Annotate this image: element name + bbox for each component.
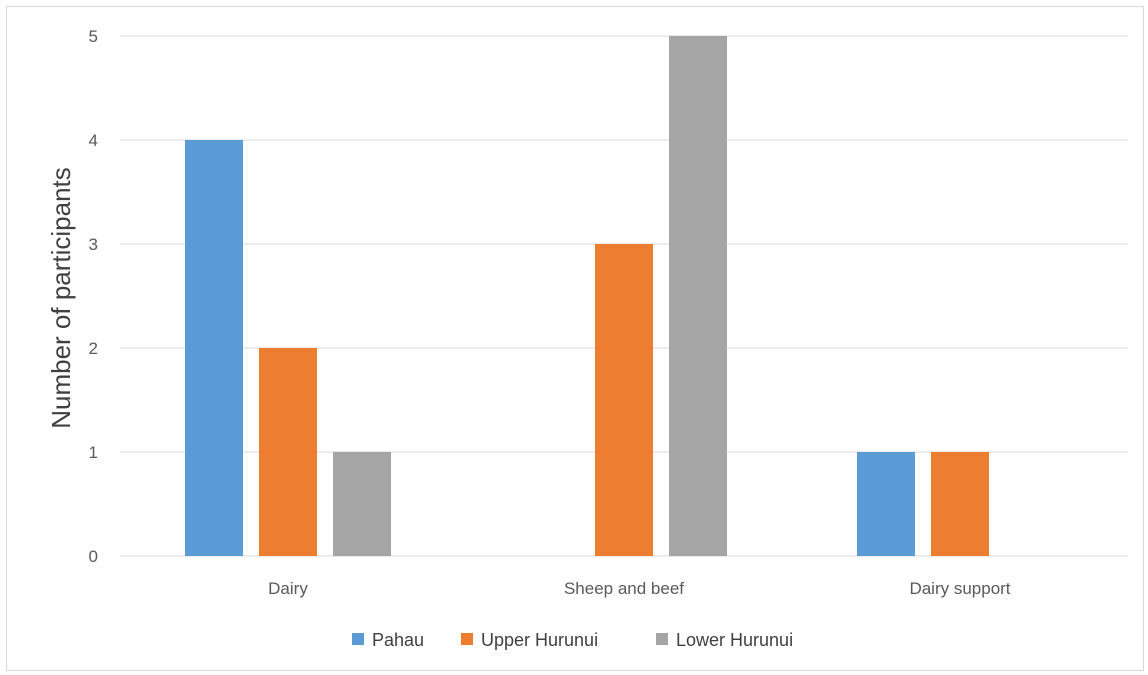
x-tick-label: Sheep and beef	[564, 579, 684, 598]
bar-dairy-upper-hurunui	[259, 348, 317, 556]
legend-swatch-lower-hurunui	[656, 633, 668, 645]
legend-swatch-pahau	[352, 633, 364, 645]
y-axis-ticks: 0 1 2 3 4 5	[89, 27, 98, 566]
bars	[185, 36, 989, 556]
x-tick-label: Dairy	[268, 579, 308, 598]
legend-label: Pahau	[372, 630, 424, 650]
legend-label: Upper Hurunui	[481, 630, 598, 650]
legend: Pahau Upper Hurunui Lower Hurunui	[352, 630, 793, 650]
y-tick-label: 2	[89, 339, 98, 358]
bar-sheep-and-beef-lower-hurunui	[669, 36, 727, 556]
y-tick-label: 0	[89, 547, 98, 566]
x-tick-label: Dairy support	[909, 579, 1010, 598]
bar-dairy-support-pahau	[857, 452, 915, 556]
x-axis-ticks: Dairy Sheep and beef Dairy support	[268, 579, 1011, 598]
bar-sheep-and-beef-upper-hurunui	[595, 244, 653, 556]
y-tick-label: 3	[89, 235, 98, 254]
bar-dairy-pahau	[185, 140, 243, 556]
y-tick-label: 4	[89, 131, 98, 150]
y-tick-label: 1	[89, 443, 98, 462]
legend-label: Lower Hurunui	[676, 630, 793, 650]
y-axis-label: Number of participants	[46, 167, 76, 429]
bar-dairy-support-upper-hurunui	[931, 452, 989, 556]
bar-dairy-lower-hurunui	[333, 452, 391, 556]
y-tick-label: 5	[89, 27, 98, 46]
legend-swatch-upper-hurunui	[461, 633, 473, 645]
